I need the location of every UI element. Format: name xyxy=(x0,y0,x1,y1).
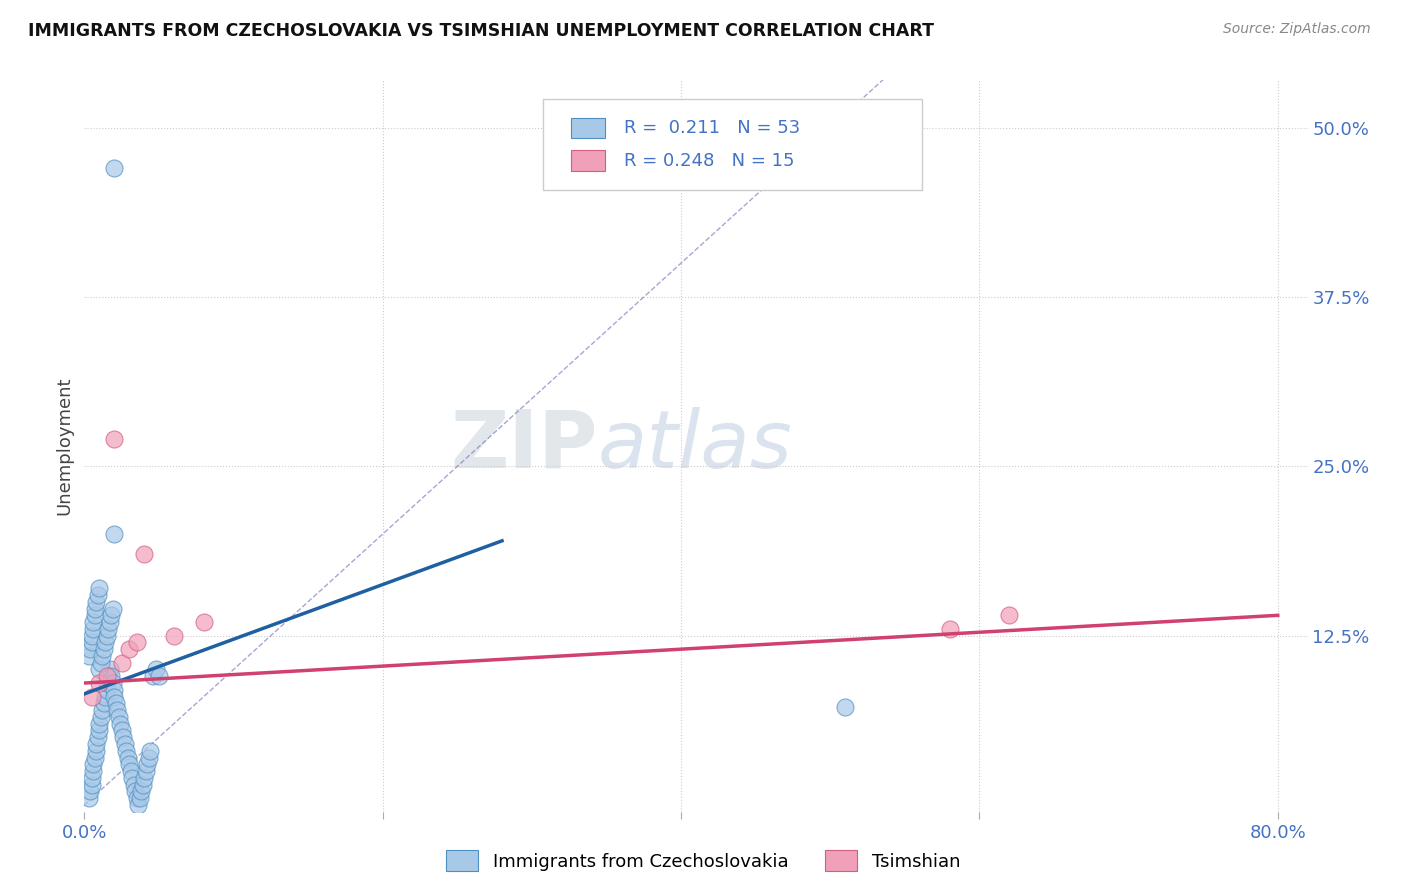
Point xyxy=(96,629,118,643)
Point xyxy=(82,615,104,629)
Point xyxy=(115,744,138,758)
Point xyxy=(96,682,118,697)
Point xyxy=(89,663,111,677)
Point xyxy=(118,642,141,657)
Point xyxy=(84,737,107,751)
Point xyxy=(101,676,124,690)
Point xyxy=(131,778,153,792)
Point xyxy=(118,757,141,772)
Point xyxy=(80,635,103,649)
Point xyxy=(97,669,120,683)
Text: atlas: atlas xyxy=(598,407,793,485)
Point xyxy=(98,615,121,629)
Point xyxy=(121,771,143,785)
Text: R = 0.248   N = 15: R = 0.248 N = 15 xyxy=(624,152,794,169)
Point xyxy=(97,622,120,636)
Point xyxy=(79,642,101,657)
Point xyxy=(142,669,165,683)
Point xyxy=(125,635,148,649)
Point xyxy=(105,703,128,717)
Point xyxy=(91,703,114,717)
Point xyxy=(163,629,186,643)
Point xyxy=(136,757,159,772)
Point xyxy=(98,663,121,677)
Point xyxy=(83,601,105,615)
Point xyxy=(93,697,115,711)
Point xyxy=(112,730,135,744)
Point xyxy=(77,648,100,663)
Point xyxy=(129,784,152,798)
Point xyxy=(82,622,104,636)
Point xyxy=(101,601,124,615)
Point xyxy=(80,778,103,792)
Point xyxy=(128,791,150,805)
Point xyxy=(122,778,145,792)
Point xyxy=(145,663,167,677)
Point xyxy=(89,723,111,738)
Point xyxy=(89,716,111,731)
Point xyxy=(83,608,105,623)
Point xyxy=(87,730,110,744)
Point xyxy=(127,797,149,812)
Point xyxy=(82,764,104,778)
Point xyxy=(111,656,134,670)
Point xyxy=(132,547,155,561)
Point xyxy=(103,432,125,446)
Point xyxy=(77,791,100,805)
Point xyxy=(96,669,118,683)
Point xyxy=(89,676,111,690)
Point xyxy=(93,642,115,657)
Point xyxy=(138,750,160,764)
Point xyxy=(89,581,111,595)
Point xyxy=(103,161,125,176)
Point xyxy=(998,608,1021,623)
Point xyxy=(82,757,104,772)
Point xyxy=(104,697,127,711)
Text: Source: ZipAtlas.com: Source: ZipAtlas.com xyxy=(1223,22,1371,37)
Point xyxy=(84,744,107,758)
Point xyxy=(125,791,148,805)
Text: R =  0.211   N = 53: R = 0.211 N = 53 xyxy=(624,119,800,136)
Point xyxy=(94,635,117,649)
Point xyxy=(135,764,157,778)
Point xyxy=(124,784,146,798)
Text: IMMIGRANTS FROM CZECHOSLOVAKIA VS TSIMSHIAN UNEMPLOYMENT CORRELATION CHART: IMMIGRANTS FROM CZECHOSLOVAKIA VS TSIMSH… xyxy=(28,22,934,40)
Point xyxy=(114,737,136,751)
Point xyxy=(80,629,103,643)
Point xyxy=(80,771,103,785)
Point xyxy=(139,744,162,758)
Point xyxy=(117,750,139,764)
Point xyxy=(103,527,125,541)
Point xyxy=(96,676,118,690)
Point xyxy=(148,669,170,683)
Point xyxy=(193,615,215,629)
Point xyxy=(120,764,142,778)
Point xyxy=(91,648,114,663)
Point xyxy=(94,690,117,704)
Point xyxy=(90,656,112,670)
Point xyxy=(100,608,122,623)
Point xyxy=(87,588,110,602)
Point xyxy=(111,723,134,738)
Point xyxy=(79,784,101,798)
Point xyxy=(103,682,125,697)
Point xyxy=(834,700,856,714)
Y-axis label: Unemployment: Unemployment xyxy=(55,376,73,516)
Point xyxy=(108,716,131,731)
Point xyxy=(132,771,155,785)
Point xyxy=(100,669,122,683)
Point xyxy=(83,750,105,764)
Point xyxy=(80,690,103,704)
FancyBboxPatch shape xyxy=(543,99,922,190)
FancyBboxPatch shape xyxy=(571,118,606,138)
Point xyxy=(938,622,960,636)
Point xyxy=(107,710,129,724)
Text: ZIP: ZIP xyxy=(451,407,598,485)
Legend: Immigrants from Czechoslovakia, Tsimshian: Immigrants from Czechoslovakia, Tsimshia… xyxy=(439,843,967,879)
FancyBboxPatch shape xyxy=(571,151,606,171)
Point xyxy=(84,595,107,609)
Point xyxy=(103,690,125,704)
Point xyxy=(90,710,112,724)
